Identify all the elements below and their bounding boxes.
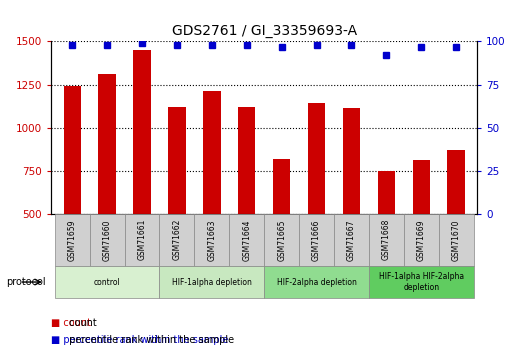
Bar [369,266,473,298]
Bar [334,214,369,266]
Bar [64,86,81,300]
Bar [194,214,229,266]
Bar [238,107,255,300]
Bar [439,214,473,266]
Text: GSM71667: GSM71667 [347,219,356,260]
Bar [308,103,325,300]
Text: GSM71669: GSM71669 [417,219,426,260]
Bar [55,214,90,266]
Bar [160,214,194,266]
Text: percentile rank within the sample: percentile rank within the sample [66,335,234,345]
Bar [98,74,116,300]
Text: GSM71663: GSM71663 [207,219,216,260]
Bar [133,50,151,300]
Text: GSM71670: GSM71670 [451,219,461,260]
Bar [273,159,290,300]
Title: GDS2761 / GI_33359693-A: GDS2761 / GI_33359693-A [172,23,357,38]
Text: GSM71660: GSM71660 [103,219,112,260]
Text: control: control [94,277,121,287]
Bar [343,108,360,300]
Bar [404,214,439,266]
Bar [55,266,160,298]
Bar [369,214,404,266]
Bar [378,171,395,300]
Text: GSM71659: GSM71659 [68,219,77,260]
Bar [447,150,465,300]
Bar [264,214,299,266]
Bar [229,214,264,266]
Text: HIF-1alpha depletion: HIF-1alpha depletion [172,277,252,287]
Text: GSM71661: GSM71661 [137,219,147,260]
Text: GSM71665: GSM71665 [277,219,286,260]
Text: count: count [66,318,96,327]
Text: ■ count: ■ count [51,318,91,327]
Bar [90,214,125,266]
Bar [299,214,334,266]
Bar [160,266,264,298]
Text: ■ percentile rank within the sample: ■ percentile rank within the sample [51,335,229,345]
Bar [264,266,369,298]
Text: GSM71662: GSM71662 [172,219,182,260]
Text: GSM71668: GSM71668 [382,219,391,260]
Bar [412,160,430,300]
Text: HIF-1alpha HIF-2alpha
depletion: HIF-1alpha HIF-2alpha depletion [379,272,464,292]
Bar [125,214,160,266]
Bar [203,90,221,300]
Bar [168,107,186,300]
Text: GSM71666: GSM71666 [312,219,321,260]
Text: HIF-2alpha depletion: HIF-2alpha depletion [277,277,357,287]
Text: protocol: protocol [7,277,46,287]
Text: GSM71664: GSM71664 [242,219,251,260]
